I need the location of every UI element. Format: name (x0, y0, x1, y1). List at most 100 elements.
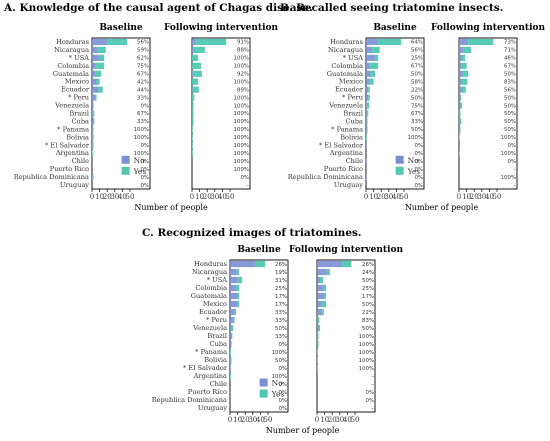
legend-label: No (408, 156, 420, 165)
bar-yes (192, 142, 193, 149)
percent-label: 50% (362, 278, 374, 284)
percent-label: 50% (275, 326, 287, 332)
x-tick-label: 40 (392, 193, 401, 201)
country-label: Guatemala (191, 292, 227, 300)
bar-yes (462, 86, 466, 93)
bar-yes (92, 142, 94, 149)
country-label: Bolivia (340, 133, 363, 141)
bar-yes (193, 46, 205, 54)
percent-label: 0% (140, 103, 149, 109)
bar-yes (366, 126, 368, 133)
country-label: Honduras (194, 260, 228, 268)
country-label: Puerto Rico (188, 388, 227, 396)
bar-no (459, 78, 463, 85)
percent-label: 42% (137, 79, 149, 85)
percent-label: 0% (365, 398, 374, 404)
percent-label: 56% (411, 48, 423, 54)
percent-label: 100% (359, 334, 374, 340)
country-label: Republica Dominicana (152, 396, 227, 404)
bar-no (366, 94, 369, 101)
country-label: Honduras (330, 38, 364, 46)
percent-label: 100% (134, 151, 149, 157)
bar-no (230, 284, 237, 292)
bar-no (230, 364, 231, 372)
panel-title: C. Recognized images of triatomines. (142, 227, 362, 239)
x-tick-label: 50 (400, 193, 409, 201)
bar-no (366, 158, 367, 165)
country-label: Argentina (329, 149, 363, 157)
bar-no (459, 86, 463, 93)
bar-yes (192, 118, 194, 125)
bar-yes (92, 173, 94, 181)
percent-label: 83% (362, 318, 374, 324)
percent-label: 67% (137, 111, 149, 117)
percent-label: 50% (504, 127, 516, 133)
bar-yes (468, 38, 494, 46)
bar-no (192, 70, 193, 77)
bar-yes (324, 292, 327, 300)
bar-no (317, 292, 325, 300)
percent-label: 0% (414, 159, 423, 165)
percent-label: 17% (362, 294, 374, 300)
bar-yes (95, 62, 105, 69)
percent-label: 100% (234, 143, 249, 149)
country-label: * USA (207, 276, 227, 284)
bar-yes (317, 356, 318, 364)
x-tick-label: 50 (351, 416, 360, 424)
percent-label: 100% (134, 127, 149, 133)
country-label: Brazil (69, 109, 89, 117)
bar-yes (366, 118, 368, 125)
bar-no (230, 324, 232, 332)
bar-yes (236, 268, 240, 276)
chart-c: C. Recognized images of triatomines. Base… (142, 227, 403, 435)
x-tick-label: 10 (233, 416, 242, 424)
x-tick-label: 20 (328, 416, 337, 424)
bar-yes (233, 316, 235, 324)
percent-label: 100% (134, 135, 149, 141)
column-title: Following intervention (164, 23, 279, 33)
country-label: Uruguay (60, 181, 89, 189)
percent-label: 64% (411, 40, 423, 46)
bar-yes (368, 86, 370, 93)
percent-label: 83% (504, 79, 516, 85)
bar-yes (366, 102, 370, 109)
x-tick-label: 40 (218, 193, 227, 201)
x-tick-label: 10 (195, 193, 204, 201)
percent-label: 100% (234, 79, 249, 85)
bar-no (317, 300, 322, 308)
bar-yes (323, 284, 327, 292)
bar-no (230, 300, 238, 308)
percent-label: 24% (362, 270, 374, 276)
legend-label: No (134, 156, 146, 165)
country-label: Argentina (55, 149, 89, 157)
x-tick-label: 20 (203, 193, 212, 201)
percent-label: 0% (140, 183, 149, 189)
x-tick-label: 0 (457, 193, 461, 201)
chart-a: A. Knowledge of the causal agent of Chag… (3, 2, 313, 212)
bar-no (459, 118, 460, 125)
x-tick-label: 50 (126, 193, 135, 201)
bar-no (192, 46, 194, 54)
bar-no (230, 292, 238, 300)
bar-no (317, 324, 319, 332)
bar-yes (369, 62, 379, 69)
percent-label: 19% (275, 270, 287, 276)
percent-label: 100% (408, 135, 423, 141)
bar-yes (195, 38, 227, 46)
panel-baseline: Baseline64%56%25%67%50%58%22%50%75%67%33… (288, 23, 425, 201)
bar-yes (318, 324, 321, 332)
x-axis-label: Number of people (134, 203, 208, 212)
bar-yes (230, 372, 231, 380)
percent-label: 100% (234, 95, 249, 101)
percent-label: 33% (275, 334, 287, 340)
percent-label: – (246, 183, 249, 189)
bar-no (92, 62, 96, 69)
country-label: Puerto Rico (324, 165, 363, 173)
legend-label: Yes (133, 167, 147, 176)
percent-label: 31% (275, 278, 287, 284)
x-tick-label: 0 (228, 416, 232, 424)
x-tick-label: 0 (315, 416, 319, 424)
percent-label: 100% (359, 350, 374, 356)
percent-label: 0% (140, 167, 149, 173)
country-label: Colombia (195, 284, 227, 292)
